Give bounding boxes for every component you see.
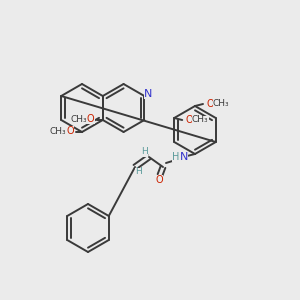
Text: O: O — [66, 126, 74, 136]
Text: H: H — [135, 167, 141, 176]
Text: O: O — [185, 115, 193, 125]
Text: CH₃: CH₃ — [70, 115, 87, 124]
Text: O: O — [155, 175, 163, 185]
Text: CH₃: CH₃ — [213, 100, 229, 109]
Text: H: H — [142, 148, 148, 157]
Text: N: N — [144, 89, 152, 99]
Text: O: O — [206, 99, 214, 109]
Text: N: N — [180, 152, 188, 162]
Text: CH₃: CH₃ — [50, 127, 66, 136]
Text: H: H — [172, 152, 180, 162]
Text: O: O — [87, 114, 94, 124]
Text: CH₃: CH₃ — [192, 116, 208, 124]
